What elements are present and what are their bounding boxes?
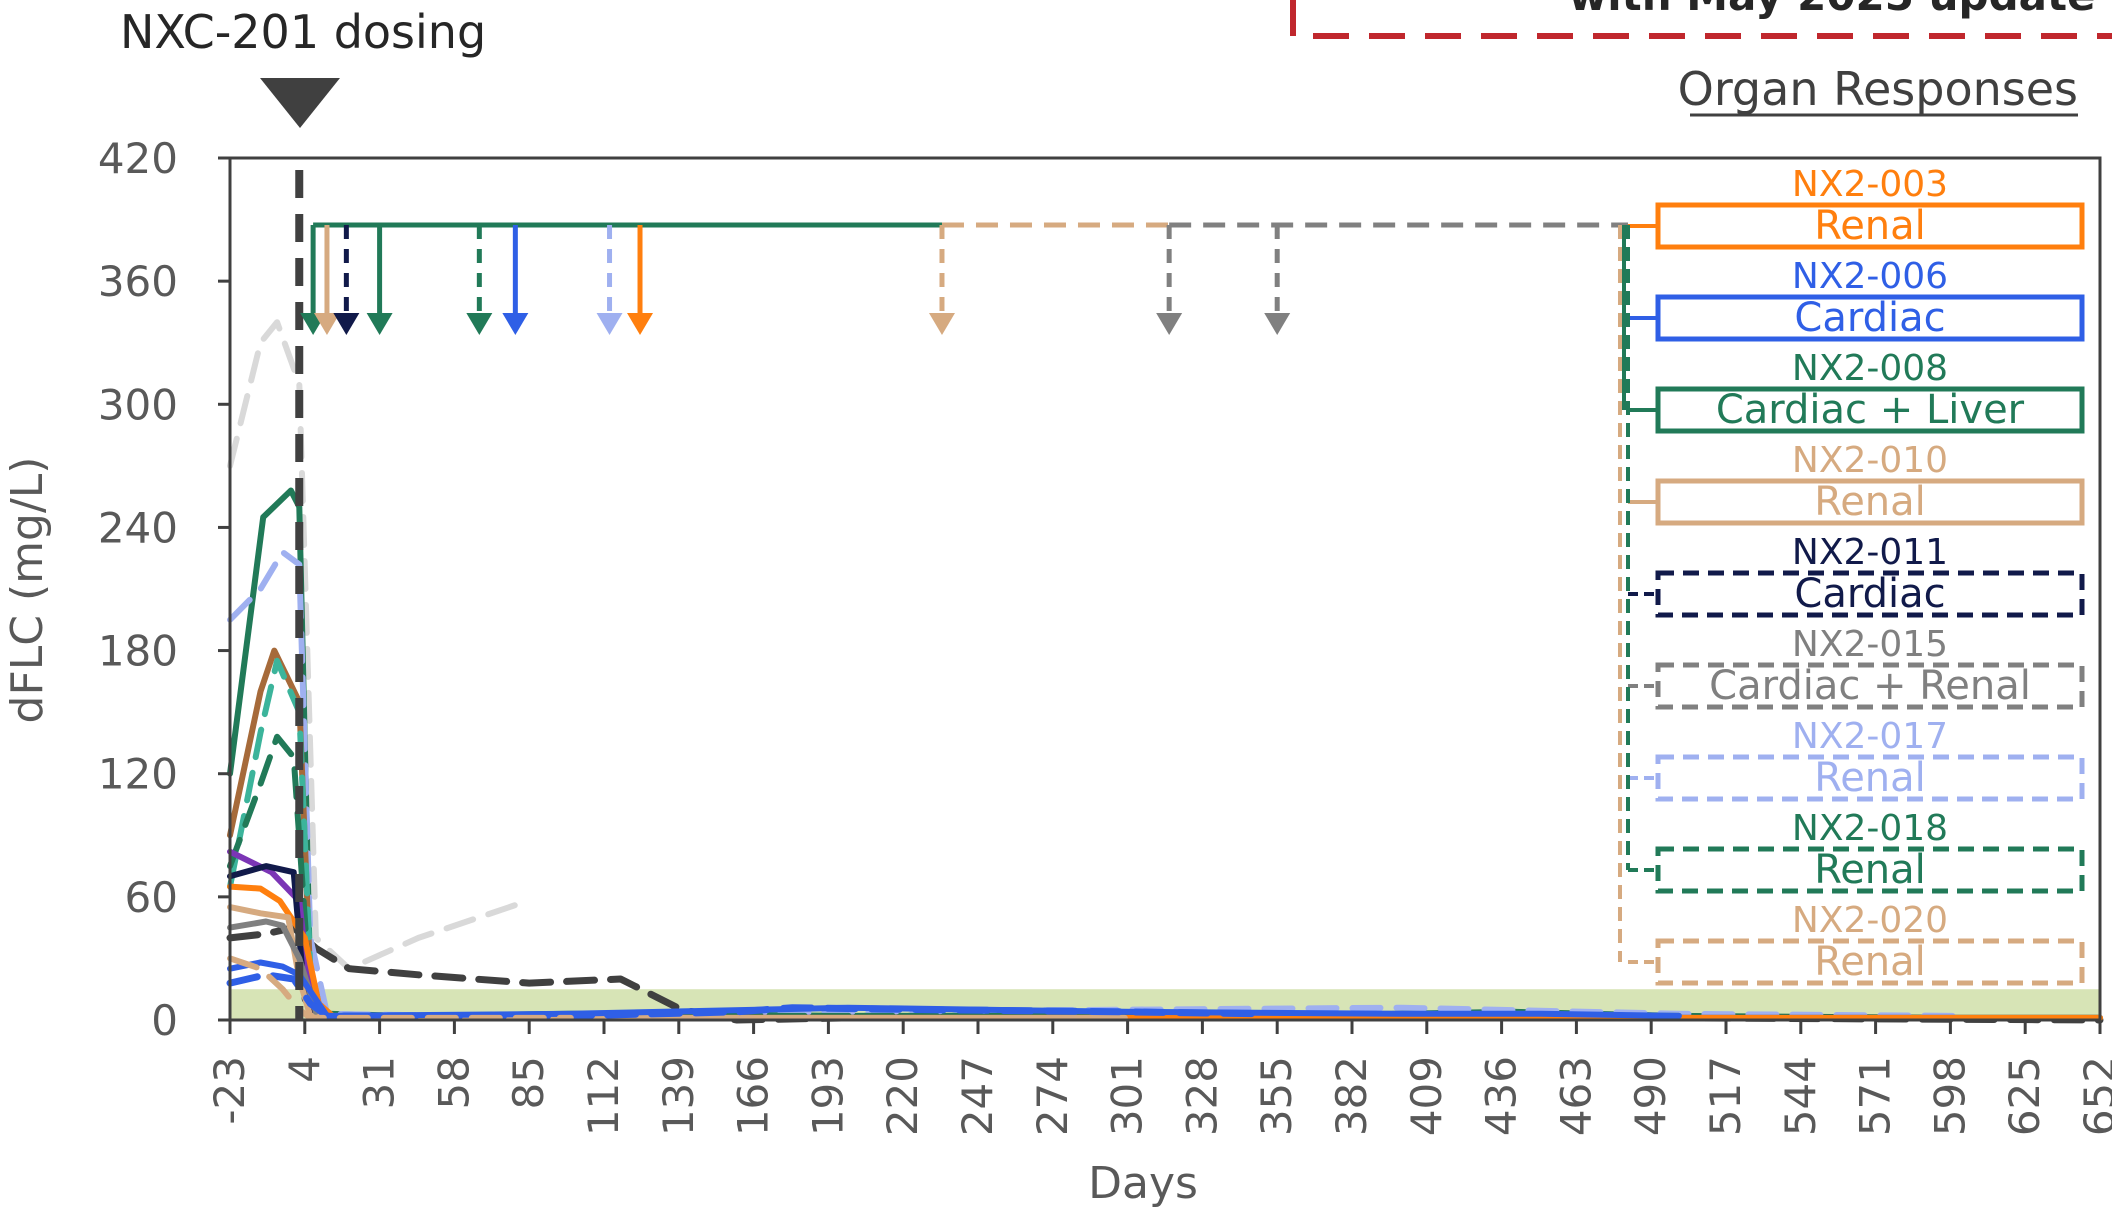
response-arrow-icon [928,313,955,335]
response-arrow-icon [466,313,493,335]
y-tick-label: 60 [125,873,178,922]
legend-organ: Renal [1814,939,1926,985]
y-tick-label: 300 [98,380,178,429]
response-arrow-icon [333,313,360,335]
legend-organ: Renal [1814,755,1926,801]
series-line [227,549,1959,1019]
legend-box [1655,294,2085,342]
legend-box [1655,846,2085,894]
update-banner: with May 2025 update [1290,0,2112,39]
y-tick-label: 240 [98,503,178,552]
x-tick-label: 517 [1701,1056,1750,1136]
legend-box [1655,754,2085,802]
response-arrow-icon [627,313,654,335]
x-tick-label: 301 [1103,1056,1152,1136]
banner-text: with May 2025 update [1568,0,2095,20]
x-tick-label: 625 [2000,1056,2049,1136]
y-tick-label: 420 [98,134,178,183]
legend-box [1655,938,2085,986]
dosing-triangle-icon [260,78,340,128]
x-tick-label: 31 [355,1056,404,1109]
x-axis-label: Days [1088,1158,1198,1209]
legend-patient-id: NX2-006 [1792,256,1948,297]
legend-patient-id: NX2-010 [1792,440,1948,481]
y-tick-label: 180 [98,627,178,676]
banner-border [1290,0,2112,39]
legend-organ: Renal [1814,847,1926,893]
series-line [227,319,519,972]
x-tick-label: 355 [1252,1056,1301,1136]
x-tick-label: 139 [654,1056,703,1136]
x-tick-label: 220 [878,1056,927,1136]
x-tick-label: 85 [504,1056,553,1109]
legend-patient-id: NX2-003 [1792,164,1948,205]
response-arrow-icon [366,313,393,335]
response-arrow-icon [502,313,529,335]
legend-organ: Renal [1814,203,1926,249]
x-tick-label: 328 [1177,1056,1226,1136]
legend-patient-id: NX2-011 [1792,532,1948,573]
x-tick-label: 4 [280,1056,329,1083]
x-tick-label: 571 [1851,1056,1900,1136]
y-axis-label: dFLC (mg/L) [2,457,53,724]
series-line [227,955,574,1021]
legend-patient-id: NX2-018 [1792,808,1948,849]
y-tick-label: 0 [151,996,178,1045]
legend-box [1655,202,2085,250]
x-tick-label: 58 [429,1056,478,1109]
x-tick-label: 544 [1776,1056,1825,1136]
legend-organ: Renal [1814,479,1926,525]
legend-organ: Cardiac [1794,295,1945,341]
x-tick-label: 490 [1626,1056,1675,1136]
response-arrow-icon [1264,313,1291,335]
x-tick-label: 652 [2075,1056,2112,1136]
x-tick-label: 436 [1477,1056,1526,1136]
x-tick-label: -23 [205,1056,254,1125]
legend-patient-id: NX2-008 [1792,348,1948,389]
dosing-label: NXC-201 dosing [120,5,486,59]
x-tick-label: 247 [953,1056,1002,1136]
legend-patient-id: NX2-015 [1792,624,1948,665]
legend-organ: Cardiac [1794,571,1945,617]
legend-organ: Cardiac + Liver [1716,387,2025,433]
legend-organ: Cardiac + Renal [1709,663,2031,709]
x-tick-label: 409 [1402,1056,1451,1136]
y-tick-label: 360 [98,257,178,306]
x-tick-label: 382 [1327,1056,1376,1136]
x-tick-label: 598 [1925,1056,1974,1136]
x-tick-label: 274 [1028,1056,1077,1136]
legend-patient-id: NX2-020 [1792,900,1948,941]
legend-title: Organ Responses [1678,62,2078,116]
response-arrow-icon [313,313,340,335]
response-arrow-icon [1156,313,1183,335]
x-tick-label: 193 [803,1056,852,1136]
y-tick-label: 120 [98,750,178,799]
x-tick-label: 166 [729,1056,778,1136]
legend-patient-id: NX2-017 [1792,716,1948,757]
legend-box [1655,662,2085,710]
plot-frame [228,156,2102,1022]
x-tick-label: 463 [1551,1056,1600,1136]
legend-box [1655,478,2085,526]
x-tick-label: 112 [579,1056,628,1136]
series-line [227,918,319,1015]
legend-box [1655,570,2085,618]
response-arrow-icon [596,313,623,335]
